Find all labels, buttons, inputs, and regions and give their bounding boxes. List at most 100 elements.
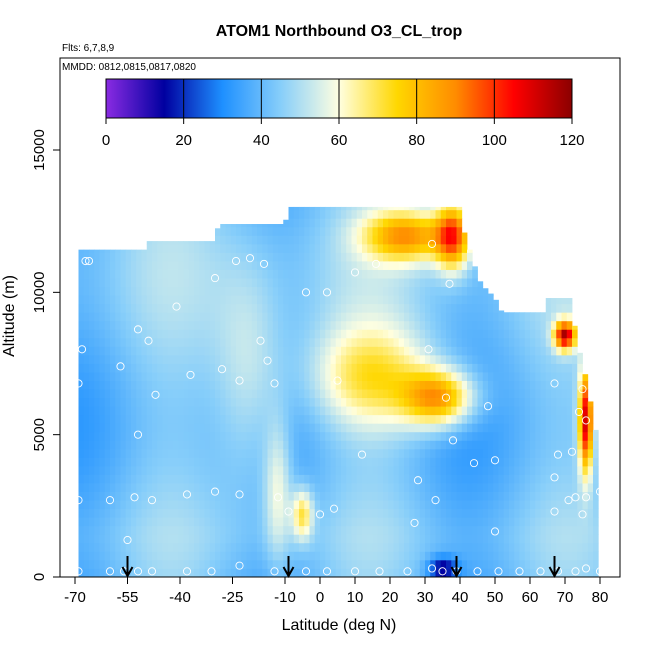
- heatmap-cell: [451, 372, 457, 381]
- heatmap-cell: [461, 261, 468, 270]
- heatmap-cell: [572, 465, 578, 475]
- heatmap-cell: [288, 346, 295, 356]
- heatmap-cell: [194, 491, 200, 501]
- heatmap-cell: [262, 224, 268, 228]
- heatmap-cell: [125, 278, 132, 288]
- heatmap-cell: [267, 551, 274, 561]
- heatmap-cell: [561, 517, 568, 527]
- heatmap-cell: [467, 568, 473, 577]
- heatmap-cell: [477, 303, 484, 313]
- heatmap-cell: [456, 491, 463, 501]
- heatmap-cell: [461, 414, 468, 424]
- heatmap-cell: [446, 559, 452, 569]
- heatmap-field: [78, 206, 599, 577]
- heatmap-cell: [162, 517, 169, 527]
- heatmap-cell: [199, 363, 205, 373]
- heatmap-cell: [283, 337, 289, 347]
- heatmap-cell: [514, 517, 520, 527]
- heatmap-cell: [419, 414, 426, 424]
- heatmap-cell: [241, 500, 247, 510]
- heatmap-cell: [335, 235, 342, 245]
- heatmap-cell: [377, 243, 384, 253]
- heatmap-cell: [230, 551, 237, 561]
- heatmap-cell: [314, 380, 321, 390]
- heatmap-cell: [83, 261, 90, 270]
- heatmap-cell: [83, 474, 90, 484]
- heatmap-cell: [398, 354, 405, 364]
- heatmap-cell: [320, 491, 326, 501]
- heatmap-cell: [173, 295, 179, 305]
- heatmap-cell: [104, 397, 111, 407]
- heatmap-cell: [509, 465, 515, 475]
- heatmap-cell: [236, 235, 242, 245]
- heatmap-cell: [356, 508, 363, 518]
- heatmap-cell: [535, 551, 541, 561]
- heatmap-cell: [136, 491, 142, 501]
- heatmap-cell: [309, 312, 316, 322]
- heatmap-cell: [120, 440, 127, 450]
- heatmap-cell: [566, 298, 573, 305]
- heatmap-cell: [330, 542, 337, 552]
- heatmap-cell: [419, 209, 426, 219]
- heatmap-cell: [110, 363, 116, 373]
- heatmap-cell: [335, 559, 342, 569]
- heatmap-cell: [120, 448, 127, 458]
- heatmap-cell: [377, 354, 384, 364]
- heatmap-cell: [330, 389, 337, 399]
- heatmap-cell: [110, 397, 116, 407]
- heatmap-cell: [451, 440, 457, 450]
- heatmap-cell: [293, 491, 300, 501]
- heatmap-cell: [540, 551, 547, 561]
- heatmap-cell: [488, 320, 494, 330]
- heatmap-cell: [115, 320, 121, 330]
- heatmap-cell: [283, 525, 289, 535]
- heatmap-cell: [477, 508, 484, 518]
- heatmap-cell: [440, 508, 447, 518]
- heatmap-cell: [230, 243, 237, 253]
- heatmap-cell: [272, 261, 279, 270]
- heatmap-cell: [419, 206, 426, 211]
- heatmap-cell: [104, 303, 111, 313]
- heatmap-cell: [225, 329, 232, 339]
- heatmap-cell: [257, 440, 263, 450]
- heatmap-cell: [325, 320, 331, 330]
- heatmap-cell: [204, 414, 211, 424]
- heatmap-cell: [398, 329, 405, 339]
- heatmap-cell: [146, 363, 153, 373]
- heatmap-cell: [320, 406, 326, 416]
- heatmap-cell: [372, 414, 379, 424]
- heatmap-cell: [572, 448, 578, 458]
- colorbar: 0 20 40 60 80 100 120: [102, 78, 585, 149]
- heatmap-cell: [409, 372, 415, 381]
- heatmap-cell: [530, 517, 536, 527]
- heatmap-cell: [299, 269, 305, 279]
- heatmap-cell: [514, 346, 520, 356]
- heatmap-cell: [194, 312, 200, 322]
- heatmap-cell: [593, 551, 599, 561]
- heatmap-cell: [246, 414, 253, 424]
- heatmap-cell: [304, 320, 310, 330]
- heatmap-cell: [110, 372, 116, 381]
- heatmap-cell: [157, 491, 163, 501]
- heatmap-cell: [351, 568, 358, 577]
- heatmap-cell: [110, 517, 116, 527]
- heatmap-cell: [404, 206, 410, 211]
- heatmap-cell: [482, 474, 489, 484]
- heatmap-cell: [309, 261, 316, 270]
- heatmap-cell: [152, 568, 158, 577]
- heatmap-cell: [498, 517, 505, 527]
- heatmap-cell: [482, 312, 489, 322]
- heatmap-cell: [99, 483, 106, 492]
- heatmap-cell: [152, 457, 158, 467]
- heatmap-cell: [393, 568, 400, 577]
- heatmap-cell: [209, 448, 216, 458]
- heatmap-cell: [288, 312, 295, 322]
- heatmap-cell: [498, 559, 505, 569]
- heatmap-cell: [467, 423, 473, 433]
- heatmap-cell: [236, 423, 242, 433]
- heatmap-cell: [362, 261, 368, 270]
- heatmap-cell: [314, 397, 321, 407]
- heatmap-cell: [472, 508, 478, 518]
- heatmap-cell: [367, 423, 373, 433]
- heatmap-cell: [220, 363, 226, 373]
